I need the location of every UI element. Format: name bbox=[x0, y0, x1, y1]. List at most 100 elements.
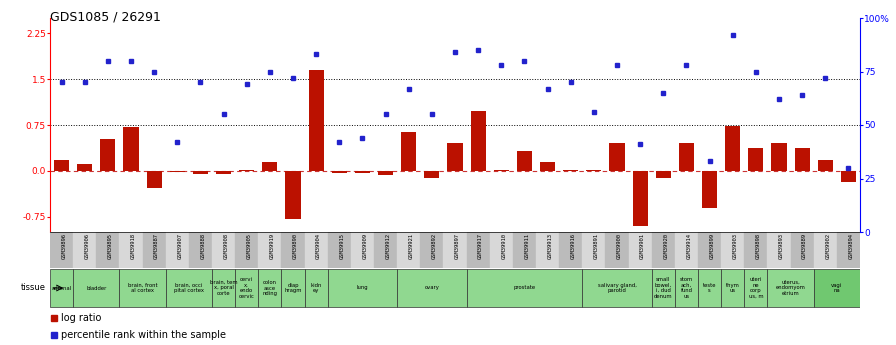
Text: bladder: bladder bbox=[86, 286, 107, 290]
Bar bbox=[447, 143, 462, 171]
Bar bbox=[212, 269, 235, 307]
Bar bbox=[721, 232, 745, 268]
Bar bbox=[841, 171, 856, 182]
Text: GSM39909: GSM39909 bbox=[362, 233, 367, 259]
Bar bbox=[258, 269, 281, 307]
Bar bbox=[790, 232, 814, 268]
Bar bbox=[517, 151, 532, 171]
Text: GSM39898: GSM39898 bbox=[756, 233, 761, 259]
Bar bbox=[119, 269, 166, 307]
Bar bbox=[467, 232, 490, 268]
Text: diap
hragm: diap hragm bbox=[284, 283, 302, 293]
Bar bbox=[142, 232, 166, 268]
Text: GSM39916: GSM39916 bbox=[571, 233, 576, 259]
Bar bbox=[818, 160, 832, 171]
Bar bbox=[119, 232, 142, 268]
Bar bbox=[166, 269, 212, 307]
Bar bbox=[193, 171, 208, 174]
Bar bbox=[470, 111, 486, 171]
Bar bbox=[698, 269, 721, 307]
Text: teste
s: teste s bbox=[702, 283, 716, 293]
Text: GSM39890: GSM39890 bbox=[293, 233, 298, 259]
Bar bbox=[378, 171, 393, 175]
Bar bbox=[96, 232, 119, 268]
Text: GSM39887: GSM39887 bbox=[154, 233, 159, 259]
Bar bbox=[814, 232, 837, 268]
Bar bbox=[355, 171, 370, 173]
Text: brain, front
al cortex: brain, front al cortex bbox=[128, 283, 158, 293]
Text: GSM39900: GSM39900 bbox=[617, 233, 622, 259]
Text: GSM39904: GSM39904 bbox=[316, 233, 321, 259]
Text: GSM39894: GSM39894 bbox=[849, 233, 853, 259]
Text: GSM39913: GSM39913 bbox=[547, 233, 553, 259]
Bar bbox=[50, 269, 73, 307]
Text: prostate: prostate bbox=[513, 286, 536, 290]
Text: GSM39908: GSM39908 bbox=[224, 233, 228, 259]
Bar bbox=[258, 232, 281, 268]
Text: GSM39895: GSM39895 bbox=[108, 233, 113, 259]
Bar bbox=[513, 232, 536, 268]
Bar bbox=[124, 127, 139, 171]
Bar bbox=[263, 162, 278, 171]
Text: cervi
x,
endo
cervic: cervi x, endo cervic bbox=[238, 277, 254, 299]
Text: GSM39920: GSM39920 bbox=[663, 233, 668, 259]
Bar bbox=[748, 148, 763, 171]
Text: brain, tem
x, poral
corte: brain, tem x, poral corte bbox=[210, 280, 237, 296]
Text: GSM39901: GSM39901 bbox=[640, 233, 645, 259]
Bar bbox=[633, 171, 648, 226]
Text: percentile rank within the sample: percentile rank within the sample bbox=[61, 329, 226, 339]
Bar bbox=[305, 269, 328, 307]
Bar bbox=[54, 160, 69, 171]
Bar bbox=[239, 170, 254, 171]
Text: GSM39889: GSM39889 bbox=[802, 233, 807, 259]
Bar bbox=[286, 171, 300, 218]
Text: colon
asce
nding: colon asce nding bbox=[263, 280, 278, 296]
Text: GSM39917: GSM39917 bbox=[478, 233, 483, 259]
Text: GSM39907: GSM39907 bbox=[177, 233, 182, 259]
Bar bbox=[745, 269, 768, 307]
Bar bbox=[675, 232, 698, 268]
Bar bbox=[397, 269, 467, 307]
Bar bbox=[281, 232, 305, 268]
Bar bbox=[73, 232, 96, 268]
Text: uteri
ne
corp
us, m: uteri ne corp us, m bbox=[748, 277, 763, 299]
Text: vagi
na: vagi na bbox=[831, 283, 842, 293]
Text: GSM39888: GSM39888 bbox=[201, 233, 205, 259]
Bar bbox=[606, 232, 629, 268]
Text: small
bowel,
i, dud
denum: small bowel, i, dud denum bbox=[654, 277, 673, 299]
Bar bbox=[490, 232, 513, 268]
Bar bbox=[586, 170, 601, 171]
Text: tissue: tissue bbox=[21, 284, 46, 293]
Bar bbox=[651, 232, 675, 268]
Bar bbox=[235, 269, 258, 307]
Bar bbox=[100, 139, 116, 171]
Text: salivary gland,
parotid: salivary gland, parotid bbox=[598, 283, 636, 293]
Text: uterus,
endomyom
etrium: uterus, endomyom etrium bbox=[776, 280, 806, 296]
Bar bbox=[536, 232, 559, 268]
Text: GSM39902: GSM39902 bbox=[825, 233, 831, 259]
Text: GDS1085 / 26291: GDS1085 / 26291 bbox=[50, 10, 161, 23]
Bar bbox=[235, 232, 258, 268]
Text: ovary: ovary bbox=[425, 286, 439, 290]
Bar bbox=[212, 232, 235, 268]
Bar bbox=[656, 171, 671, 178]
Text: GSM39914: GSM39914 bbox=[686, 233, 692, 259]
Text: adrenal: adrenal bbox=[51, 286, 72, 290]
Bar bbox=[166, 232, 189, 268]
Bar bbox=[467, 269, 582, 307]
Bar bbox=[305, 232, 328, 268]
Text: log ratio: log ratio bbox=[61, 313, 101, 323]
Bar bbox=[795, 148, 810, 171]
Bar bbox=[582, 269, 651, 307]
Text: GSM39897: GSM39897 bbox=[455, 233, 460, 259]
Bar bbox=[308, 70, 323, 171]
Bar bbox=[328, 269, 397, 307]
Text: GSM39891: GSM39891 bbox=[594, 233, 599, 259]
Bar bbox=[540, 162, 556, 171]
Bar bbox=[675, 269, 698, 307]
Text: GSM39896: GSM39896 bbox=[62, 233, 66, 259]
Bar bbox=[328, 232, 351, 268]
Text: GSM39921: GSM39921 bbox=[409, 233, 414, 259]
Text: GSM39893: GSM39893 bbox=[779, 233, 784, 259]
Bar bbox=[50, 232, 73, 268]
